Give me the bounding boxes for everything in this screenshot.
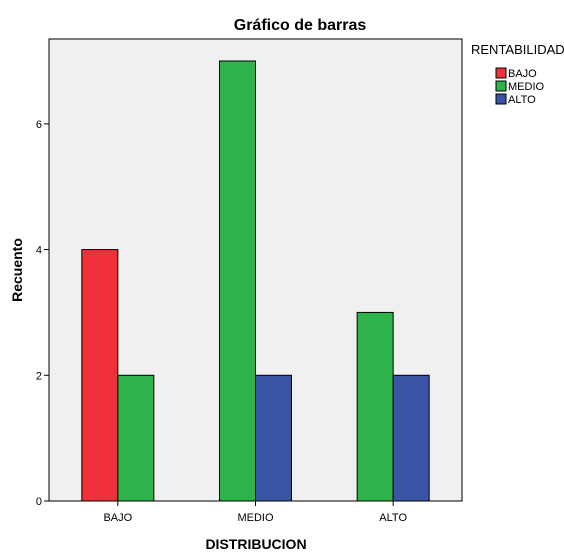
- bar-bajo-bajo: [81, 249, 119, 502]
- legend-label-medio: MEDIO: [508, 81, 545, 93]
- legend-title: RENTABILIDAD: [471, 42, 564, 57]
- bar-alto-medio: [356, 311, 394, 502]
- legend-label-alto: ALTO: [508, 94, 536, 106]
- y-tick-label: 6: [36, 119, 42, 131]
- bars-layer: [81, 60, 430, 502]
- x-tick-label: ALTO: [379, 512, 407, 524]
- bar-bajo-medio: [117, 374, 155, 502]
- bar-medio-medio: [219, 60, 256, 502]
- legend-swatch-alto: [495, 93, 507, 105]
- y-tick-label: 0: [36, 496, 42, 508]
- y-axis-title: Recuento: [9, 238, 25, 302]
- bar-medio-alto: [255, 374, 292, 502]
- y-axis: 0 2 4 6: [36, 119, 49, 508]
- legend-label-bajo: BAJO: [508, 68, 537, 80]
- legend-swatch-bajo: [495, 67, 507, 79]
- x-tick-label: MEDIO: [237, 512, 274, 524]
- legend-swatch-medio: [495, 80, 507, 92]
- y-tick-label: 2: [36, 370, 42, 382]
- x-tick-label: BAJO: [103, 512, 132, 524]
- x-axis-title: DISTRIBUCION: [205, 536, 306, 551]
- bar-alto-alto: [392, 374, 430, 502]
- chart-title: Gráfico de barras: [234, 17, 367, 34]
- x-axis: BAJO MEDIO ALTO: [103, 501, 407, 524]
- y-tick-label: 4: [36, 245, 42, 257]
